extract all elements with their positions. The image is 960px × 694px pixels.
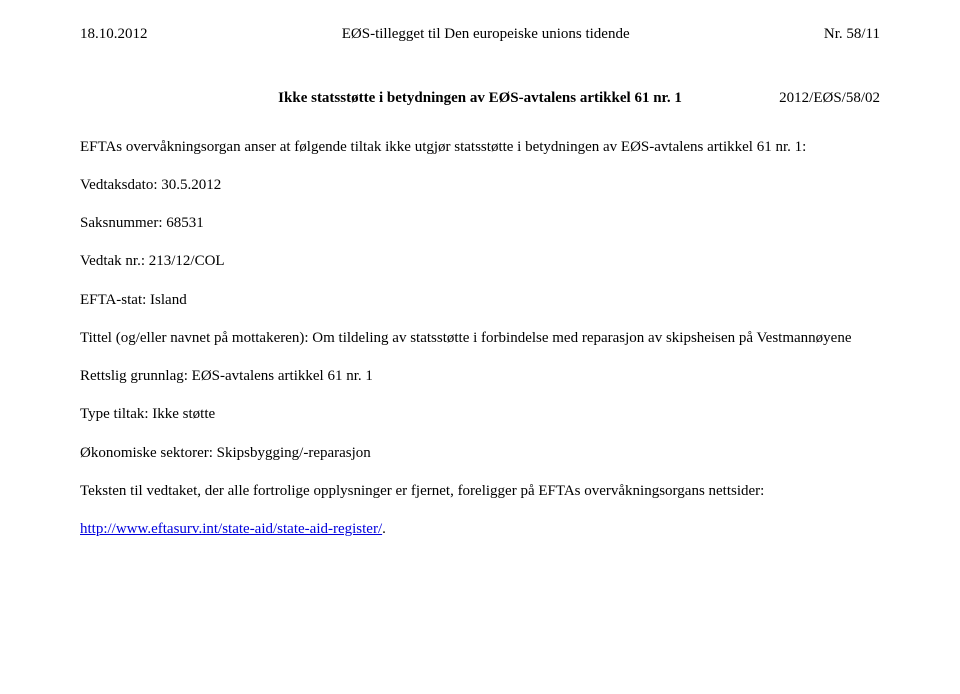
intro-paragraph: EFTAs overvåkningsorgan anser at følgend… (80, 137, 880, 157)
title-recipient: Tittel (og/eller navnet på mottakeren): … (80, 328, 880, 348)
document-title-row: Ikke statsstøtte i betydningen av EØS-av… (80, 88, 880, 108)
header-title: EØS-tillegget til Den europeiske unions … (148, 24, 824, 44)
page-header: 18.10.2012 EØS-tillegget til Den europei… (80, 24, 880, 44)
header-page-number: Nr. 58/11 (824, 24, 880, 44)
case-number: Saksnummer: 68531 (80, 213, 880, 233)
efta-state: EFTA-stat: Island (80, 290, 880, 310)
decision-date: Vedtaksdato: 30.5.2012 (80, 175, 880, 195)
type-measure: Type tiltak: Ikke støtte (80, 404, 880, 424)
document-title: Ikke statsstøtte i betydningen av EØS-av… (278, 88, 682, 108)
state-aid-link[interactable]: http://www.eftasurv.int/state-aid/state-… (80, 521, 382, 537)
economic-sectors: Økonomiske sektorer: Skipsbygging/-repar… (80, 443, 880, 463)
legal-basis: Rettslig grunnlag: EØS-avtalens artikkel… (80, 366, 880, 386)
text-decision: Teksten til vedtaket, der alle fortrolig… (80, 481, 880, 501)
link-trailing-period: . (382, 521, 386, 537)
link-line: http://www.eftasurv.int/state-aid/state-… (80, 519, 880, 539)
document-code: 2012/EØS/58/02 (779, 88, 880, 108)
header-date: 18.10.2012 (80, 24, 148, 44)
decision-number: Vedtak nr.: 213/12/COL (80, 251, 880, 271)
